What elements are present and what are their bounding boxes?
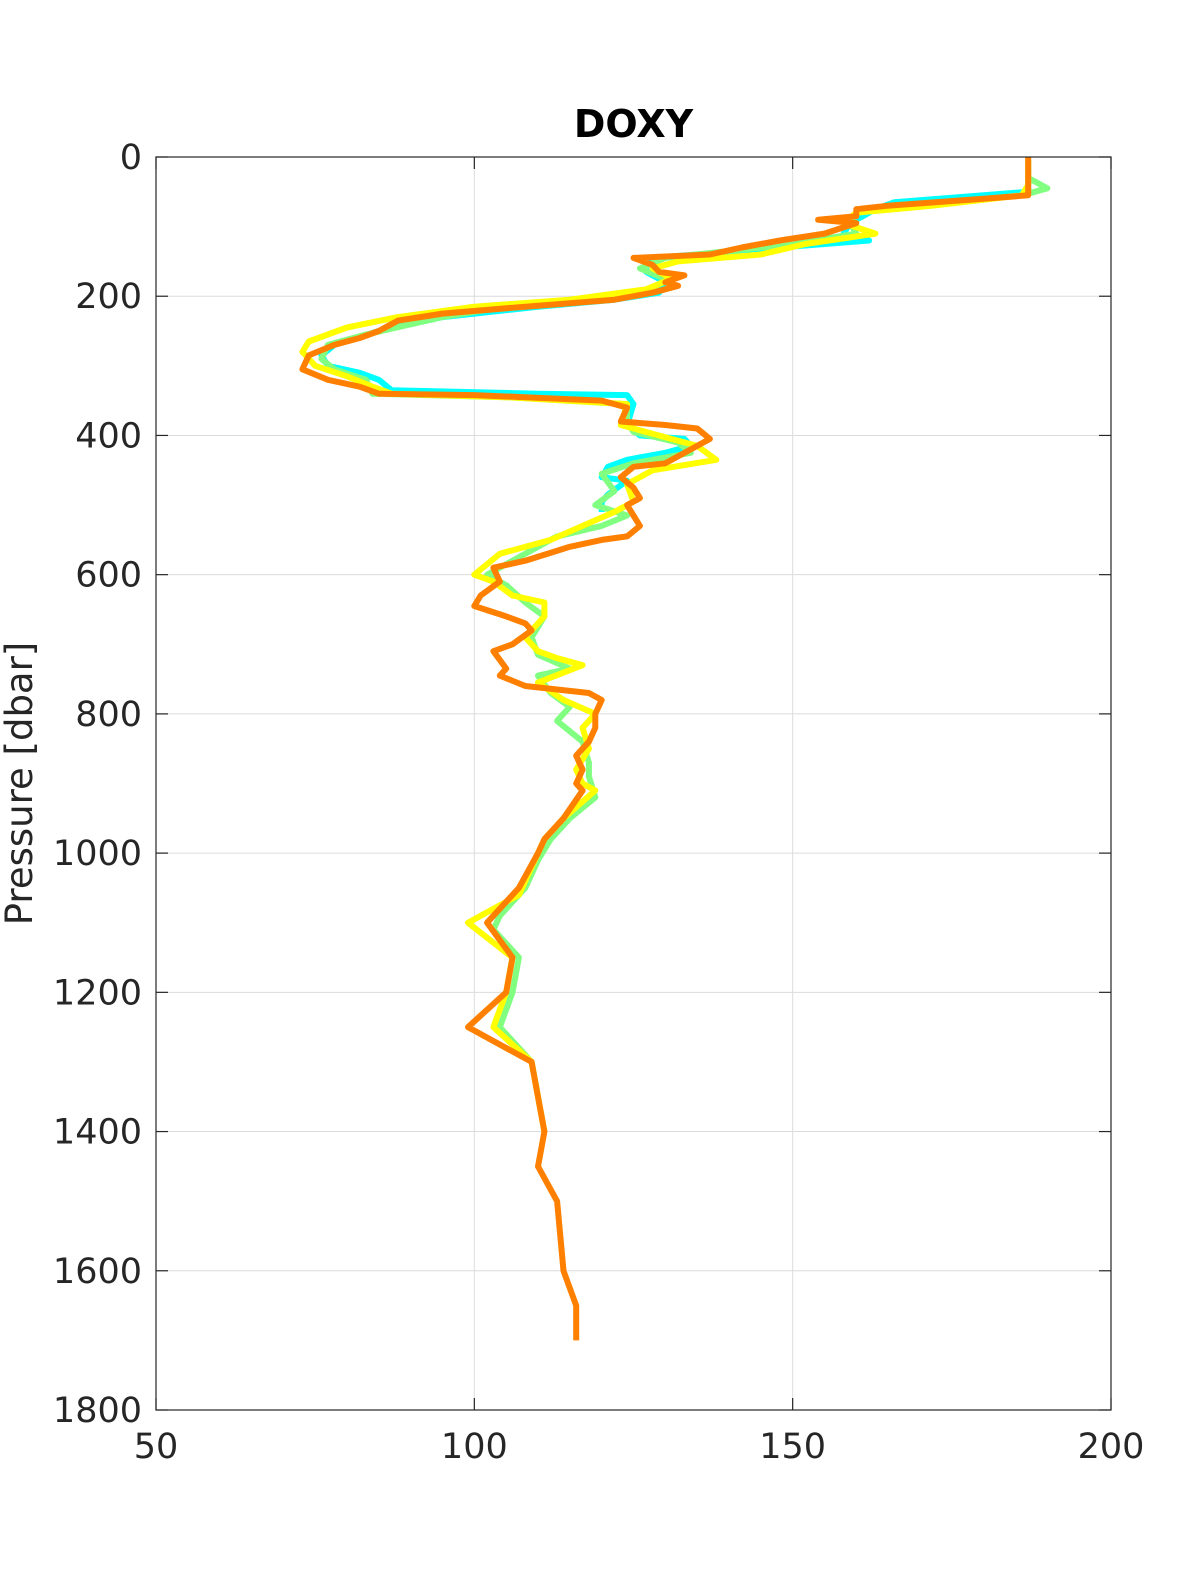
y-tick-label: 1800: [53, 1391, 142, 1431]
y-tick-label: 400: [75, 416, 142, 456]
y-tick-label: 200: [75, 277, 142, 317]
y-tick-label: 0: [120, 138, 142, 178]
plot-frame: [155, 156, 1112, 1411]
y-tick-label: 1400: [53, 1113, 142, 1153]
y-tick-label: 1000: [53, 834, 142, 874]
tick-layer: 50 100 150 200 0 200 400 600 800 1000 1200 1400 1600…: [53, 138, 1144, 1467]
y-axis-label: Pressure [dbar]: [0, 642, 41, 925]
x-tick-label: 100: [441, 1427, 508, 1467]
x-tick-label: 150: [759, 1427, 826, 1467]
x-tick-label: 200: [1078, 1427, 1145, 1467]
y-tick-label: 800: [75, 695, 142, 735]
chart-title: DOXY: [574, 102, 694, 146]
series-layer: [299, 157, 1051, 1341]
profile-line-4: [299, 157, 1032, 1341]
y-tick-label: 600: [75, 556, 142, 596]
y-tick-label: 1600: [53, 1252, 142, 1292]
plot-area: [156, 157, 1111, 1410]
y-tick-label: 1200: [53, 973, 142, 1013]
x-tick-label: 50: [134, 1427, 179, 1467]
